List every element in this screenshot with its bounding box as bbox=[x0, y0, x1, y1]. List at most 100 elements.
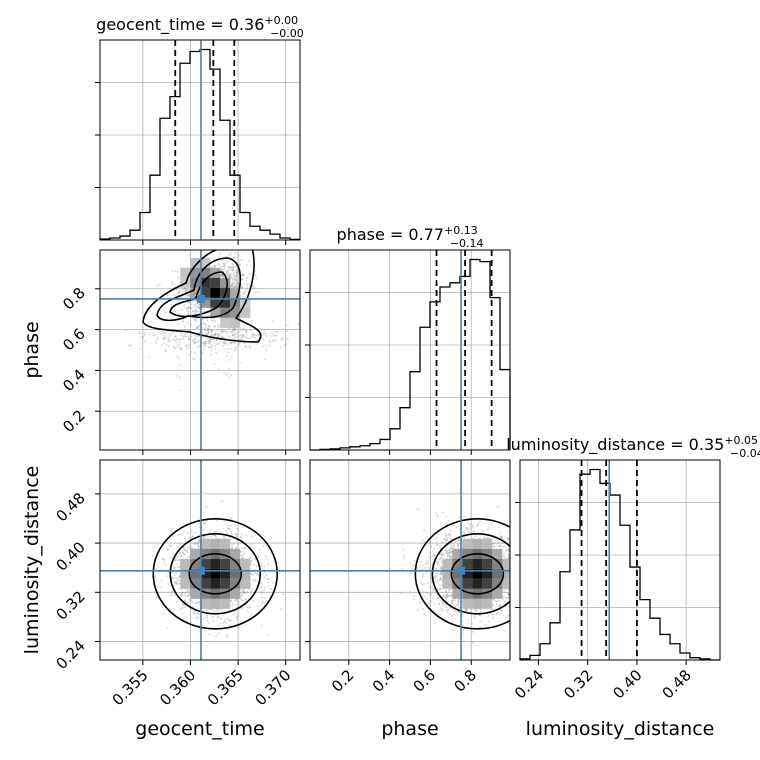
scatter-point bbox=[243, 546, 246, 549]
scatter-point bbox=[187, 594, 190, 597]
scatter-point bbox=[435, 581, 438, 584]
scatter-point bbox=[234, 599, 237, 602]
scatter-point bbox=[217, 368, 220, 371]
scatter-point bbox=[238, 603, 241, 606]
scatter-point bbox=[507, 548, 510, 551]
scatter-point bbox=[196, 612, 199, 615]
density-cell bbox=[200, 548, 211, 559]
scatter-point bbox=[494, 545, 497, 548]
scatter-point bbox=[170, 591, 173, 594]
scatter-point bbox=[220, 273, 223, 276]
scatter-point bbox=[173, 594, 176, 597]
panel-2d-geocent_time-phase bbox=[124, 250, 315, 392]
scatter-point bbox=[242, 333, 245, 336]
density-cell bbox=[180, 267, 191, 278]
scatter-point bbox=[233, 330, 236, 333]
scatter-point bbox=[242, 334, 245, 337]
scatter-point bbox=[235, 615, 238, 618]
density-cell bbox=[200, 568, 211, 579]
scatter-point bbox=[507, 589, 510, 592]
scatter-point bbox=[162, 612, 165, 615]
scatter-point bbox=[249, 560, 252, 563]
scatter-point bbox=[235, 533, 238, 536]
scatter-point bbox=[184, 290, 187, 293]
scatter-point bbox=[171, 281, 174, 284]
scatter-point bbox=[184, 598, 187, 601]
scatter-point bbox=[446, 611, 449, 614]
scatter-point bbox=[436, 544, 439, 547]
scatter-point bbox=[188, 294, 191, 297]
scatter-point bbox=[245, 279, 248, 282]
scatter-point bbox=[187, 310, 190, 313]
scatter-point bbox=[165, 343, 168, 346]
scatter-point bbox=[241, 273, 244, 276]
scatter-point bbox=[231, 334, 234, 337]
scatter-point bbox=[448, 613, 451, 616]
scatter-point bbox=[195, 602, 198, 605]
scatter-point bbox=[421, 539, 424, 542]
scatter-point bbox=[450, 555, 453, 558]
scatter-point bbox=[229, 254, 232, 257]
scatter-point bbox=[247, 282, 250, 285]
scatter-point bbox=[419, 542, 422, 545]
scatter-point bbox=[208, 530, 211, 533]
scatter-point bbox=[187, 313, 190, 316]
scatter-point bbox=[186, 545, 189, 548]
scatter-point bbox=[472, 537, 475, 540]
scatter-point bbox=[180, 555, 183, 558]
scatter-point bbox=[228, 358, 231, 361]
scatter-point bbox=[253, 571, 256, 574]
scatter-point bbox=[495, 600, 498, 603]
scatter-point bbox=[499, 544, 502, 547]
scatter-point bbox=[466, 530, 469, 533]
scatter-point bbox=[439, 547, 442, 550]
scatter-point bbox=[190, 350, 193, 353]
scatter-point bbox=[457, 540, 460, 543]
scatter-point bbox=[232, 281, 235, 284]
scatter-point bbox=[279, 346, 282, 349]
scatter-point bbox=[165, 350, 168, 353]
scatter-point bbox=[191, 300, 194, 303]
scatter-point bbox=[464, 608, 467, 611]
scatter-point bbox=[507, 556, 510, 559]
scatter-point bbox=[421, 583, 424, 586]
scatter-point bbox=[250, 323, 253, 326]
scatter-point bbox=[164, 311, 167, 314]
scatter-point bbox=[438, 564, 441, 567]
scatter-point bbox=[268, 340, 271, 343]
scatter-point bbox=[234, 335, 237, 338]
scatter-point bbox=[235, 279, 238, 282]
scatter-point bbox=[183, 604, 186, 607]
scatter-point bbox=[313, 368, 315, 370]
scatter-point bbox=[242, 292, 245, 295]
scatter-point bbox=[202, 618, 205, 621]
scatter-point bbox=[231, 544, 234, 547]
scatter-point bbox=[177, 579, 180, 582]
density-cell bbox=[240, 307, 251, 318]
scatter-point bbox=[164, 349, 167, 352]
scatter-point bbox=[236, 284, 239, 287]
scatter-point bbox=[426, 562, 429, 565]
scatter-point bbox=[445, 522, 448, 525]
scatter-point bbox=[245, 277, 248, 280]
scatter-point bbox=[447, 595, 450, 598]
scatter-point bbox=[246, 276, 249, 279]
scatter-point bbox=[440, 571, 443, 574]
scatter-point bbox=[202, 344, 205, 347]
scatter-point bbox=[240, 595, 243, 598]
scatter-point bbox=[178, 558, 181, 561]
scatter-point bbox=[424, 567, 427, 570]
scatter-point bbox=[253, 286, 256, 289]
scatter-point bbox=[208, 325, 211, 328]
scatter-point bbox=[263, 576, 266, 579]
scatter-point bbox=[433, 575, 436, 578]
scatter-point bbox=[462, 530, 465, 533]
scatter-point bbox=[240, 333, 243, 336]
scatter-point bbox=[186, 333, 189, 336]
scatter-point bbox=[198, 539, 201, 542]
scatter-point bbox=[209, 340, 212, 343]
scatter-point bbox=[494, 599, 497, 602]
scatter-point bbox=[457, 516, 460, 519]
scatter-point bbox=[223, 276, 226, 279]
